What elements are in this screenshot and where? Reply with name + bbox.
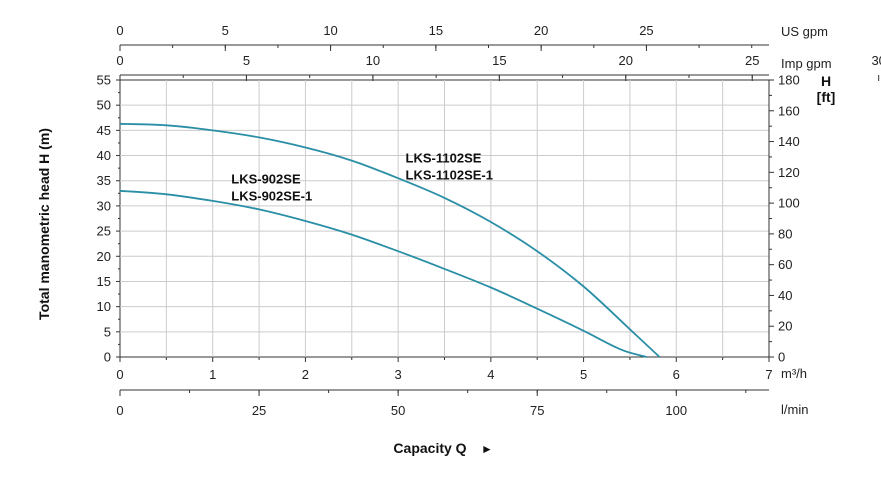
axis-tick-label: 25 xyxy=(252,403,266,418)
right-axis-title-ft: [ft] xyxy=(817,89,836,105)
y-right-tick-label: 60 xyxy=(778,257,792,272)
curve-label-0-1: LKS-1102SE-1 xyxy=(406,168,493,183)
axis-tick-label: 30 xyxy=(871,53,881,68)
x-axis-m3h: 0 1 2 3 4 5 6 7 xyxy=(116,357,773,382)
y-right-tick-label: 80 xyxy=(778,226,792,241)
y-left-tick-label: 15 xyxy=(97,274,111,289)
curves xyxy=(119,122,661,358)
y-left-tick-label: 45 xyxy=(97,123,111,138)
right-axis-title-h: H xyxy=(821,73,831,89)
axis-tick-label: 5 xyxy=(243,53,250,68)
axis-tick-label: 20 xyxy=(534,23,548,38)
m3h-tick-label: 6 xyxy=(673,367,680,382)
axis-tick-label: 15 xyxy=(429,23,443,38)
m3h-tick-label: 0 xyxy=(116,367,123,382)
y-right-tick-label: 100 xyxy=(778,196,800,211)
curve-labels: LKS-1102SE LKS-1102SE-1 LKS-902SE LKS-902SE… xyxy=(231,151,493,204)
curve-label-0-0: LKS-1102SE xyxy=(406,151,482,166)
axis-tick-label: 0 xyxy=(116,53,123,68)
y-left-tick-label: 35 xyxy=(97,173,111,188)
y-left-tick-label: 40 xyxy=(97,148,111,163)
x-axis-title: Capacity Q xyxy=(393,440,466,456)
y-left-tick-label: 30 xyxy=(97,198,111,213)
m3h-tick-label: 1 xyxy=(209,367,216,382)
y-axis-right: 0 20 40 60 80 100 120 140 160 180 xyxy=(768,73,800,365)
curve-series-1 xyxy=(119,189,647,358)
x-axis-lmin: 0 25 50 75 100 xyxy=(116,389,769,418)
axis-tick-label: 100 xyxy=(665,403,687,418)
y-axis-title: Total manometric head H (m) xyxy=(36,128,52,320)
us-gpm-unit-label: US gpm xyxy=(781,24,828,39)
x-axis-arrow: ► xyxy=(481,442,493,456)
lmin-unit-label: l/min xyxy=(781,402,808,417)
m3h-unit-label: m³/h xyxy=(781,366,807,381)
x-axis-us-gpm: 0 5 10 15 20 25 xyxy=(116,23,769,51)
axis-tick-label: 5 xyxy=(222,23,229,38)
x-axis-imp-gpm: 0 5 10 15 20 25 30 xyxy=(116,53,881,81)
axis-tick-label: 0 xyxy=(116,403,123,418)
y-left-tick-label: 50 xyxy=(97,98,111,113)
axis-tick-label: 75 xyxy=(530,403,544,418)
y-right-tick-label: 40 xyxy=(778,288,792,303)
m3h-tick-label: 4 xyxy=(487,367,494,382)
y-left-tick-label: 10 xyxy=(97,299,111,314)
y-right-tick-label: 20 xyxy=(778,319,792,334)
y-right-tick-label: 180 xyxy=(778,73,800,88)
m3h-tick-label: 3 xyxy=(395,367,402,382)
m3h-tick-label: 7 xyxy=(765,367,772,382)
y-left-tick-label: 0 xyxy=(104,350,111,365)
axis-tick-label: 10 xyxy=(323,23,337,38)
m3h-tick-label: 2 xyxy=(302,367,309,382)
curve-label-1-0: LKS-902SE xyxy=(231,172,301,187)
y-left-tick-label: 5 xyxy=(104,324,111,339)
y-right-tick-label: 160 xyxy=(778,103,800,118)
axis-tick-label: 0 xyxy=(116,23,123,38)
y-left-tick-label: 25 xyxy=(97,224,111,239)
axis-tick-label: 15 xyxy=(492,53,506,68)
y-right-tick-label: 0 xyxy=(778,350,785,365)
curve-series-0 xyxy=(119,122,661,358)
axis-tick-label: 50 xyxy=(391,403,405,418)
axis-tick-label: 20 xyxy=(619,53,633,68)
axis-tick-label: 25 xyxy=(639,23,653,38)
y-right-tick-label: 120 xyxy=(778,165,800,180)
axis-tick-label: 10 xyxy=(366,53,380,68)
grid xyxy=(120,80,769,357)
imp-gpm-unit-label: Imp gpm xyxy=(781,56,832,71)
axis-tick-label: 25 xyxy=(745,53,759,68)
y-left-tick-label: 55 xyxy=(97,73,111,88)
y-right-tick-label: 140 xyxy=(778,134,800,149)
y-left-tick-label: 20 xyxy=(97,249,111,264)
y-axis-left: 0 5 10 15 20 25 30 35 40 45 50 55 xyxy=(97,73,120,365)
m3h-tick-label: 5 xyxy=(580,367,587,382)
curve-label-1-1: LKS-902SE-1 xyxy=(231,189,312,204)
